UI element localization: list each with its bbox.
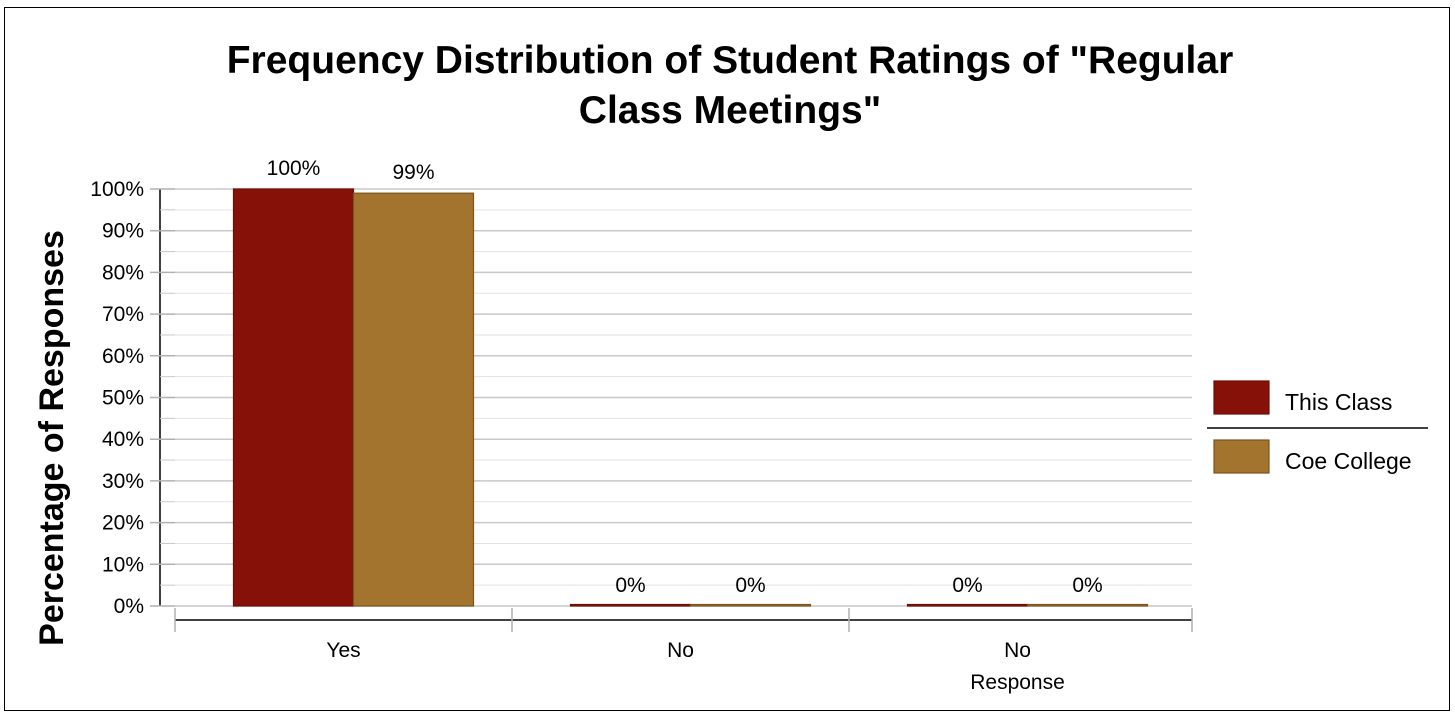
y-tick-label: 100% <box>90 178 144 201</box>
y-tick-label: 50% <box>102 387 144 410</box>
legend-entry-label: This Class <box>1285 389 1392 415</box>
legend-swatch <box>1213 439 1270 474</box>
y-tick-label: 40% <box>102 428 144 451</box>
x-tick-label: Response <box>970 671 1065 694</box>
y-tick-label: 70% <box>102 303 144 326</box>
data-labels: 100% 99% 0% 0% 0% 0% <box>267 157 1103 597</box>
bar <box>689 603 812 607</box>
x-tick-label: Yes <box>326 639 360 662</box>
bar <box>1026 603 1149 607</box>
y-tick-label: 80% <box>102 261 144 284</box>
y-tick-label: 0% <box>114 595 144 618</box>
data-label: 0% <box>735 574 765 597</box>
data-label: 0% <box>1072 574 1102 597</box>
legend-swatch <box>1213 380 1270 415</box>
chart-title-line-1: Frequency Distribution of Student Rating… <box>227 39 1234 82</box>
y-axis: 0% 10% 20% 30% 40% 50% 60% 70% 80% 90% 100% <box>90 178 175 618</box>
data-label: 99% <box>392 161 434 184</box>
legend: This Class Coe College <box>1207 380 1428 474</box>
chart-title-line-2: Class Meetings" <box>579 89 881 132</box>
data-label: 0% <box>615 574 645 597</box>
y-tick-label: 20% <box>102 512 144 535</box>
x-axis: Yes No No Response <box>174 608 1193 694</box>
bar <box>232 188 355 607</box>
bar <box>569 603 692 607</box>
y-tick-label: 90% <box>102 220 144 243</box>
legend-entry-label: Coe College <box>1285 448 1412 474</box>
y-tick-label: 10% <box>102 553 144 576</box>
x-tick-label: No <box>667 639 694 662</box>
y-tick-label: 30% <box>102 470 144 493</box>
chart-title: Frequency Distribution of Student Rating… <box>227 39 1234 132</box>
bars <box>232 188 1149 607</box>
bar <box>906 603 1029 607</box>
y-tick-label: 60% <box>102 345 144 368</box>
x-tick-label: No <box>1004 639 1031 662</box>
bar <box>352 192 475 607</box>
y-axis-label: Percentage of Responses <box>33 230 71 646</box>
data-label: 0% <box>952 574 982 597</box>
data-label: 100% <box>267 157 321 180</box>
